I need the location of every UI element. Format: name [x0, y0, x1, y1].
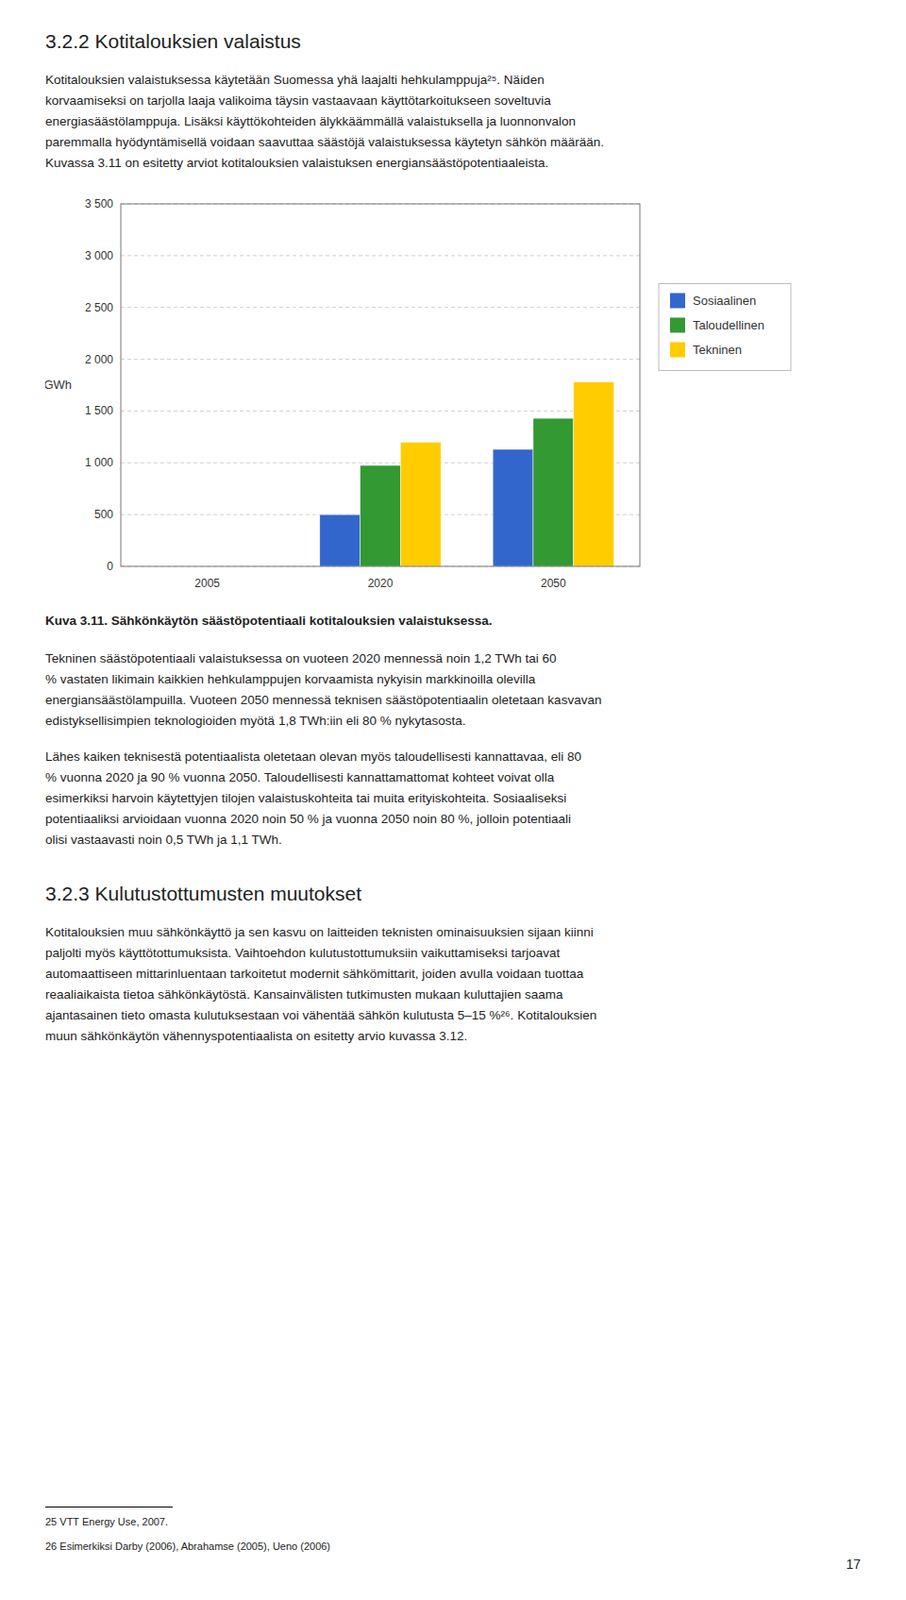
- text-line: muun sähkönkäytön vähennyspotentiaalista…: [45, 1025, 876, 1047]
- text-line: energiansäästölampuilla. Vuoteen 2050 me…: [45, 689, 876, 711]
- plot-frame: [120, 203, 640, 567]
- y-tick-label: 1 500: [84, 403, 114, 418]
- y-tick-label: 2 000: [84, 352, 114, 367]
- bar: [492, 449, 534, 567]
- grid-line: [120, 254, 640, 256]
- bar: [360, 465, 402, 567]
- text-line: ajantasainen tieto omasta kulutuksestaan…: [45, 1005, 876, 1026]
- chart-title: Kuva 3.11. Sähkönkäytön säästöpotentiaal…: [45, 613, 492, 628]
- bar: [319, 514, 361, 567]
- x-tick-label: 2050: [540, 576, 567, 590]
- text-line: paremmalla hyödyntämisellä voidaan saavu…: [45, 132, 876, 153]
- footnote: 25 VTT Energy Use, 2007.: [45, 1515, 168, 1527]
- y-axis-label: GWh: [45, 377, 72, 392]
- legend-swatch: [670, 317, 686, 333]
- page: 3.2.2 Kotitalouksien valaistus Kotitalouk…: [0, 0, 906, 1600]
- paragraph: Tekninen säästöpotentiaali valaistuksess…: [45, 648, 876, 732]
- text-line: energiasäästölamppuja. Lisäksi käyttökoh…: [45, 111, 876, 133]
- footnote-rule: [45, 1506, 173, 1508]
- text-line: Tekninen säästöpotentiaali valaistuksess…: [45, 648, 876, 670]
- grid-line: [120, 410, 640, 412]
- chart-caption: Kuva 3.11. Sähkönkäytön säästöpotentiaal…: [45, 613, 876, 628]
- text-line: reaaliaikaista tietoa sähkönkäytöstä. Ka…: [45, 984, 876, 1006]
- bar: [400, 441, 441, 567]
- y-tick-label: 3 000: [84, 249, 114, 263]
- grid-line: [120, 306, 640, 308]
- y-tick-label: 500: [94, 507, 114, 521]
- text-line: % vuonna 2020 ja 90 % vuonna 2050. Talou…: [45, 767, 876, 789]
- x-tick-label: 2020: [368, 576, 394, 590]
- legend-label: Taloudellinen: [692, 318, 765, 333]
- text-line: Lähes kaiken teknisestä potentiaalista o…: [45, 746, 876, 768]
- y-tick-label: 1 000: [84, 455, 114, 470]
- chart: 0 500 1 000 1 500 2 000 2 500 3 000 3 500 GWh 200…: [45, 188, 876, 604]
- footnote: 26 Esimerkiksi Darby (2006), Abrahamse (…: [45, 1540, 331, 1552]
- text-line: automaattiseen mittarinluentaan tarkoite…: [45, 963, 876, 985]
- text-line: edistyksellisimpien teknologioiden myötä…: [45, 710, 876, 732]
- legend: Sosiaalinen Taloudellinen Tekninen: [658, 283, 791, 370]
- text-line: % vastaten likimain kaikkien hehkulamppu…: [45, 669, 876, 690]
- legend-swatch: [670, 341, 686, 357]
- text-line: potentiaaliksi arvioidaan vuonna 2020 no…: [45, 808, 876, 830]
- section-title: 3.2.2 Kotitalouksien valaistus: [45, 30, 876, 53]
- bar: [533, 418, 574, 567]
- y-tick-label: 2 500: [84, 301, 114, 315]
- content: 3.2.2 Kotitalouksien valaistus Kotitalouk…: [45, 30, 876, 1062]
- bar: [573, 382, 615, 567]
- text-line: esimerkiksi harvoin käytettyjen tilojen …: [45, 788, 876, 809]
- page-number: 17: [845, 1556, 861, 1572]
- text-line: Kuvassa 3.11 on esitetty arviot kotitalo…: [45, 152, 876, 174]
- legend-box: [658, 283, 791, 370]
- text-line: Kotitalouksien muu sähkönkäyttö ja sen k…: [45, 922, 876, 943]
- chart-container: 0 500 1 000 1 500 2 000 2 500 3 000 3 500 GWh 200…: [45, 188, 876, 608]
- legend-label: Tekninen: [692, 342, 742, 357]
- bars: [319, 382, 615, 567]
- x-tick-label: 2005: [194, 576, 220, 590]
- y-tick-label: 0: [106, 559, 114, 573]
- y-tick-label: 3 500: [84, 197, 114, 211]
- text-line: paljolti myös käyttötottumuksista. Vaiht…: [45, 942, 876, 964]
- text-line: olisi vastaavasti noin 0,5 TWh ja 1,1 TW…: [45, 829, 876, 851]
- legend-label: Sosiaalinen: [692, 293, 756, 308]
- grid: [120, 203, 640, 567]
- paragraph: Kotitalouksien muu sähkönkäyttö ja sen k…: [45, 922, 876, 1047]
- text-line: korvaamiseksi on tarjolla laaja valikoim…: [45, 90, 876, 112]
- paragraph: Lähes kaiken teknisestä potentiaalista o…: [45, 746, 876, 851]
- paragraph: Kotitalouksien valaistuksessa käytetään …: [45, 69, 876, 174]
- grid-line: [120, 358, 640, 360]
- legend-swatch: [670, 292, 686, 308]
- section-title: 3.2.3 Kulutustottumusten muutokset: [45, 882, 876, 906]
- text-line: Kotitalouksien valaistuksessa käytetään …: [45, 69, 876, 91]
